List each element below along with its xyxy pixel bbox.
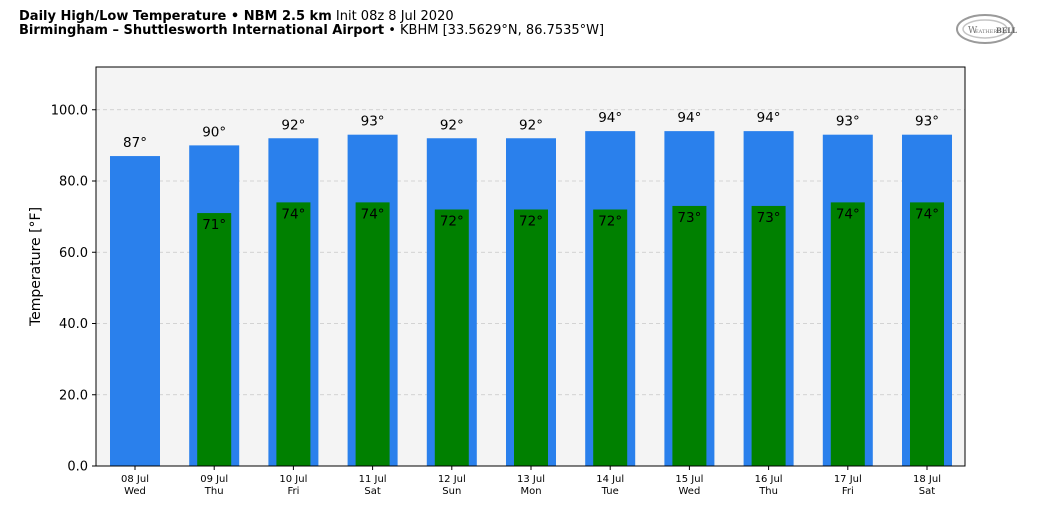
x-tick-label-date: 11 Jul [359, 474, 387, 485]
low-bar-label: 73° [677, 210, 701, 226]
high-bar-label: 93° [915, 114, 939, 130]
y-axis: 0.0 20.0 40.0 60.0 80.0 100.0 [51, 103, 96, 475]
high-bar-label: 94° [677, 110, 701, 126]
x-tick-label-weekday: Fri [842, 486, 854, 497]
x-tick-label-weekday: Wed [678, 486, 700, 497]
low-temperature-bars [197, 202, 944, 466]
high-temperature-labels: 87° 90° 92° 93° 92° 92° 94° 94° 94° 93° 93° [123, 110, 939, 151]
low-bar-label: 71° [202, 217, 226, 233]
logo-text-eather: EATHER [975, 29, 997, 35]
y-axis-label: Temperature [°F] [28, 207, 44, 327]
x-tick-label-date: 09 Jul [200, 474, 228, 485]
low-temperature-labels: 71° 74° 74° 72° 72° 72° 73° 73° 74° 74° [202, 206, 939, 233]
high-bar-label: 93° [361, 114, 385, 130]
x-tick-label-weekday: Sun [442, 486, 461, 497]
low-bar-label: 74° [836, 206, 860, 222]
x-tick-label-weekday: Mon [520, 486, 541, 497]
x-tick-label-date: 13 Jul [517, 474, 545, 485]
x-tick-label-date: 10 Jul [279, 474, 307, 485]
high-bar-label: 92° [281, 117, 305, 133]
high-bar [110, 156, 160, 466]
chart-subtitle: Birmingham – Shuttlesworth International… [19, 23, 604, 38]
low-bar-label: 72° [519, 214, 543, 230]
low-bar [830, 202, 865, 466]
low-bar [355, 202, 390, 466]
low-bar-label: 74° [361, 206, 385, 222]
station-coordinates: • KBHM [33.5629°N, 86.7535°W] [388, 23, 605, 38]
low-bar [197, 213, 232, 466]
x-tick-label-weekday: Sat [364, 486, 380, 497]
high-bar-label: 90° [202, 124, 226, 140]
station-name: Birmingham – Shuttlesworth International… [19, 23, 385, 38]
chart-init-time: Init 08z 8 Jul 2020 [335, 9, 454, 24]
high-bar-label: 94° [598, 110, 622, 126]
high-bar-label: 92° [440, 117, 464, 133]
x-tick-label-date: 12 Jul [438, 474, 466, 485]
low-bar-label: 74° [915, 206, 939, 222]
chart-title: Daily High/Low Temperature • NBM 2.5 km … [19, 9, 454, 24]
logo-text-bell: BELL [996, 26, 1017, 35]
x-tick-label-weekday: Wed [124, 486, 146, 497]
y-tick-label: 0.0 [67, 460, 88, 475]
high-bar-label: 93° [836, 114, 860, 130]
low-bar [751, 205, 786, 466]
x-tick-label-weekday: Fri [287, 486, 299, 497]
low-bar [514, 209, 548, 466]
logo-text-w: W [968, 26, 978, 36]
low-bar [434, 209, 469, 466]
low-bar [593, 209, 628, 466]
low-bar-label: 74° [281, 206, 305, 222]
low-bar [672, 205, 707, 466]
low-bar [276, 202, 311, 466]
x-tick-label-weekday: Sat [919, 486, 935, 497]
x-tick-label-date: 15 Jul [675, 474, 703, 485]
high-bar-label: 94° [757, 110, 781, 126]
x-tick-label-date: 16 Jul [755, 474, 783, 485]
y-tick-label: 20.0 [59, 388, 88, 403]
y-tick-label: 60.0 [59, 246, 88, 261]
x-tick-label-date: 14 Jul [596, 474, 624, 485]
x-tick-label-date: 17 Jul [834, 474, 862, 485]
y-tick-label: 80.0 [59, 175, 88, 190]
x-tick-label-weekday: Thu [758, 486, 778, 497]
chart-title-bold: Daily High/Low Temperature • NBM 2.5 km [19, 9, 332, 24]
low-bar [910, 202, 944, 466]
y-tick-label: 100.0 [51, 103, 88, 118]
high-bar-label: 87° [123, 135, 147, 151]
low-bar-label: 72° [440, 214, 464, 230]
x-tick-label-weekday: Tue [601, 486, 619, 497]
x-tick-label-date: 18 Jul [913, 474, 941, 485]
y-tick-label: 40.0 [59, 317, 88, 332]
x-tick-label-weekday: Thu [204, 486, 224, 497]
high-bar-label: 92° [519, 117, 543, 133]
weatherbell-logo: W EATHER BELL [956, 14, 1017, 44]
x-tick-label-date: 08 Jul [121, 474, 149, 485]
low-bar-label: 72° [598, 214, 622, 230]
low-bar-label: 73° [757, 210, 781, 226]
